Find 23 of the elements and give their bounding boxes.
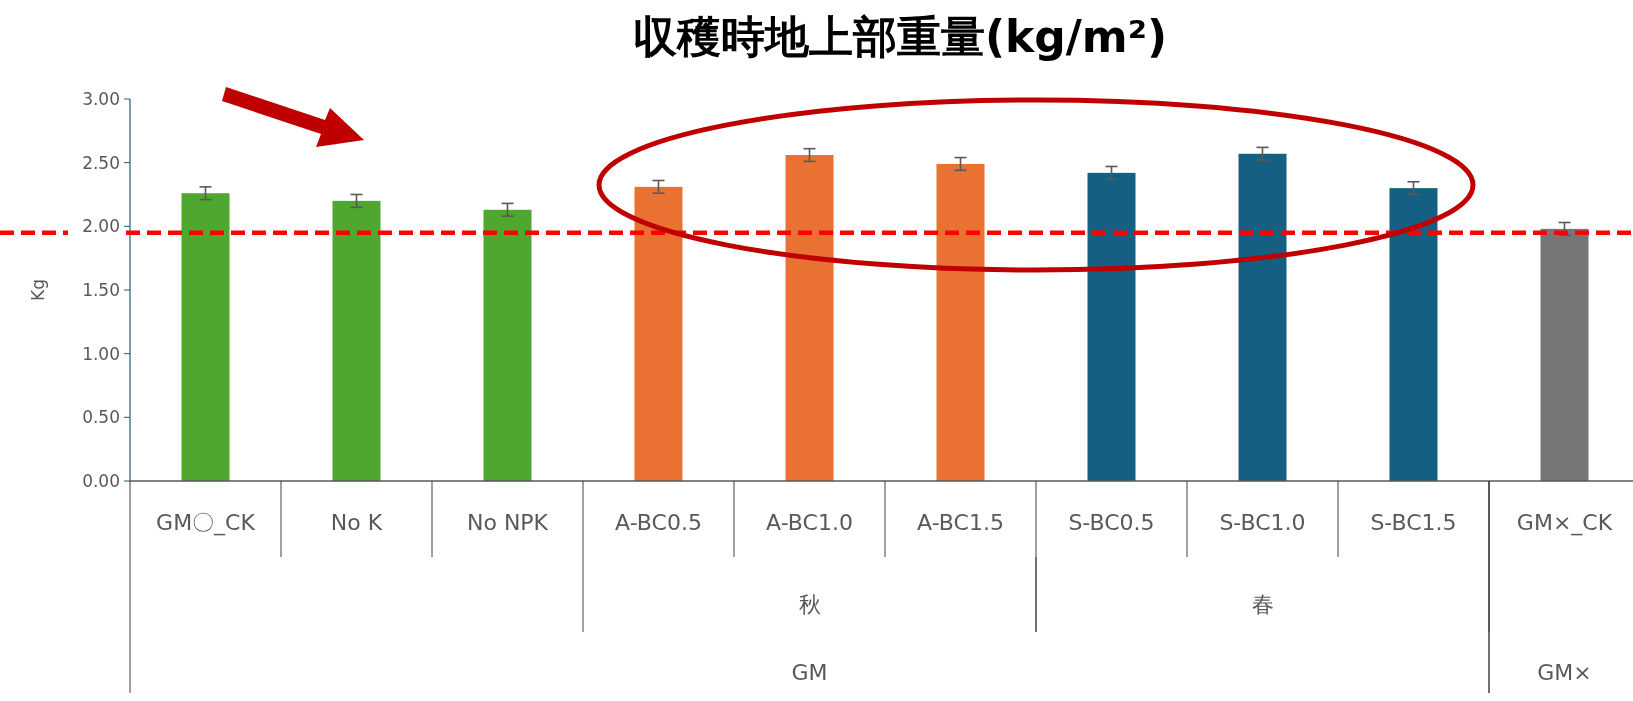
x-tick-label: S-BC1.0 — [1219, 510, 1306, 535]
y-tick-label: 1.50 — [82, 280, 120, 300]
text: 秋 — [798, 592, 821, 617]
x-tick-label: S-BC0.5 — [1068, 510, 1155, 535]
text: GM× — [1537, 660, 1592, 685]
x-tick-label: GM〇_CK — [156, 510, 256, 536]
y-tick-label: 0.00 — [82, 471, 120, 491]
y-tick-label: 3.00 — [82, 89, 120, 109]
x-tick-label: GM×_CK — [1516, 510, 1613, 536]
y-tick-label: 2.50 — [82, 152, 120, 173]
chart-title: 収穫時地上部重量(kg/m²) — [632, 11, 1168, 62]
text: GM — [791, 660, 828, 685]
x-tick-label: S-BC1.5 — [1370, 510, 1457, 535]
y-tick-label: 0.50 — [82, 407, 120, 428]
x-tick-label: A-BC0.5 — [615, 510, 702, 535]
x-tick-label: No K — [330, 510, 383, 535]
text: 春 — [1251, 592, 1274, 617]
x-tick-label: A-BC1.0 — [766, 510, 853, 535]
y-axis-title: Kg — [28, 279, 48, 301]
y-tick-label: 1.00 — [82, 343, 120, 364]
x-tick-label: No NPK — [466, 510, 549, 535]
x-tick-label: A-BC1.5 — [917, 510, 1004, 535]
y-tick-label: 2.00 — [82, 216, 120, 237]
